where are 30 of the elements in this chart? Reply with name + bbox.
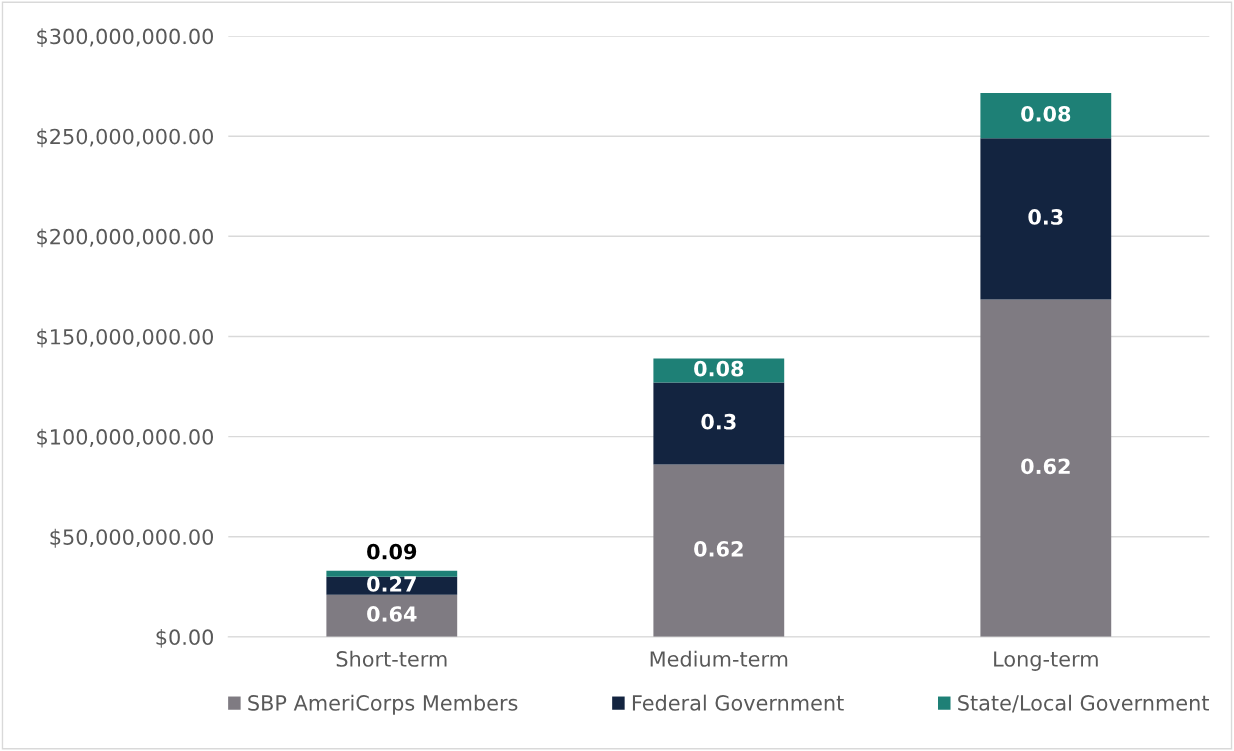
annotation: 0.09 [367, 543, 417, 560]
bar [980, 138, 1112, 300]
annotation: 0.08 [1021, 105, 1071, 122]
y-tick-label: $50,000,000.00 [50, 528, 214, 548]
y-tick-label: $250,000,000.00 [37, 128, 214, 148]
y-tick-label: $300,000,000.00 [37, 28, 214, 48]
y-tick-label: $0.00 [156, 628, 214, 648]
annotation: 0.3 [1028, 209, 1063, 225]
y-tick-label: $100,000,000.00 [37, 428, 214, 448]
x-tick-label: Medium-term [650, 650, 788, 667]
y-tick-label: $150,000,000.00 [37, 328, 214, 348]
bar [980, 299, 1112, 637]
bar [653, 382, 785, 465]
legend-label: Federal Government [632, 694, 844, 711]
bar [653, 358, 785, 383]
bar [980, 93, 1112, 139]
bar [326, 594, 458, 637]
annotation: 0.64 [367, 606, 417, 622]
legend-label: SBP AmeriCorps Members [248, 694, 518, 715]
annotation: 0.62 [1021, 458, 1070, 475]
y-tick-label: $200,000,000.00 [37, 228, 214, 248]
legend-label: State/Local Government [958, 694, 1209, 713]
annotation: 0.3 [701, 413, 736, 430]
bar [326, 570, 458, 577]
annotation: 0.62 [694, 541, 743, 557]
bar [653, 464, 785, 637]
annotation: 0.27 [367, 576, 416, 592]
annotation: 0.08 [694, 360, 744, 377]
x-tick-label: Short-term [336, 650, 447, 667]
x-tick-label: Long-term [994, 651, 1098, 671]
